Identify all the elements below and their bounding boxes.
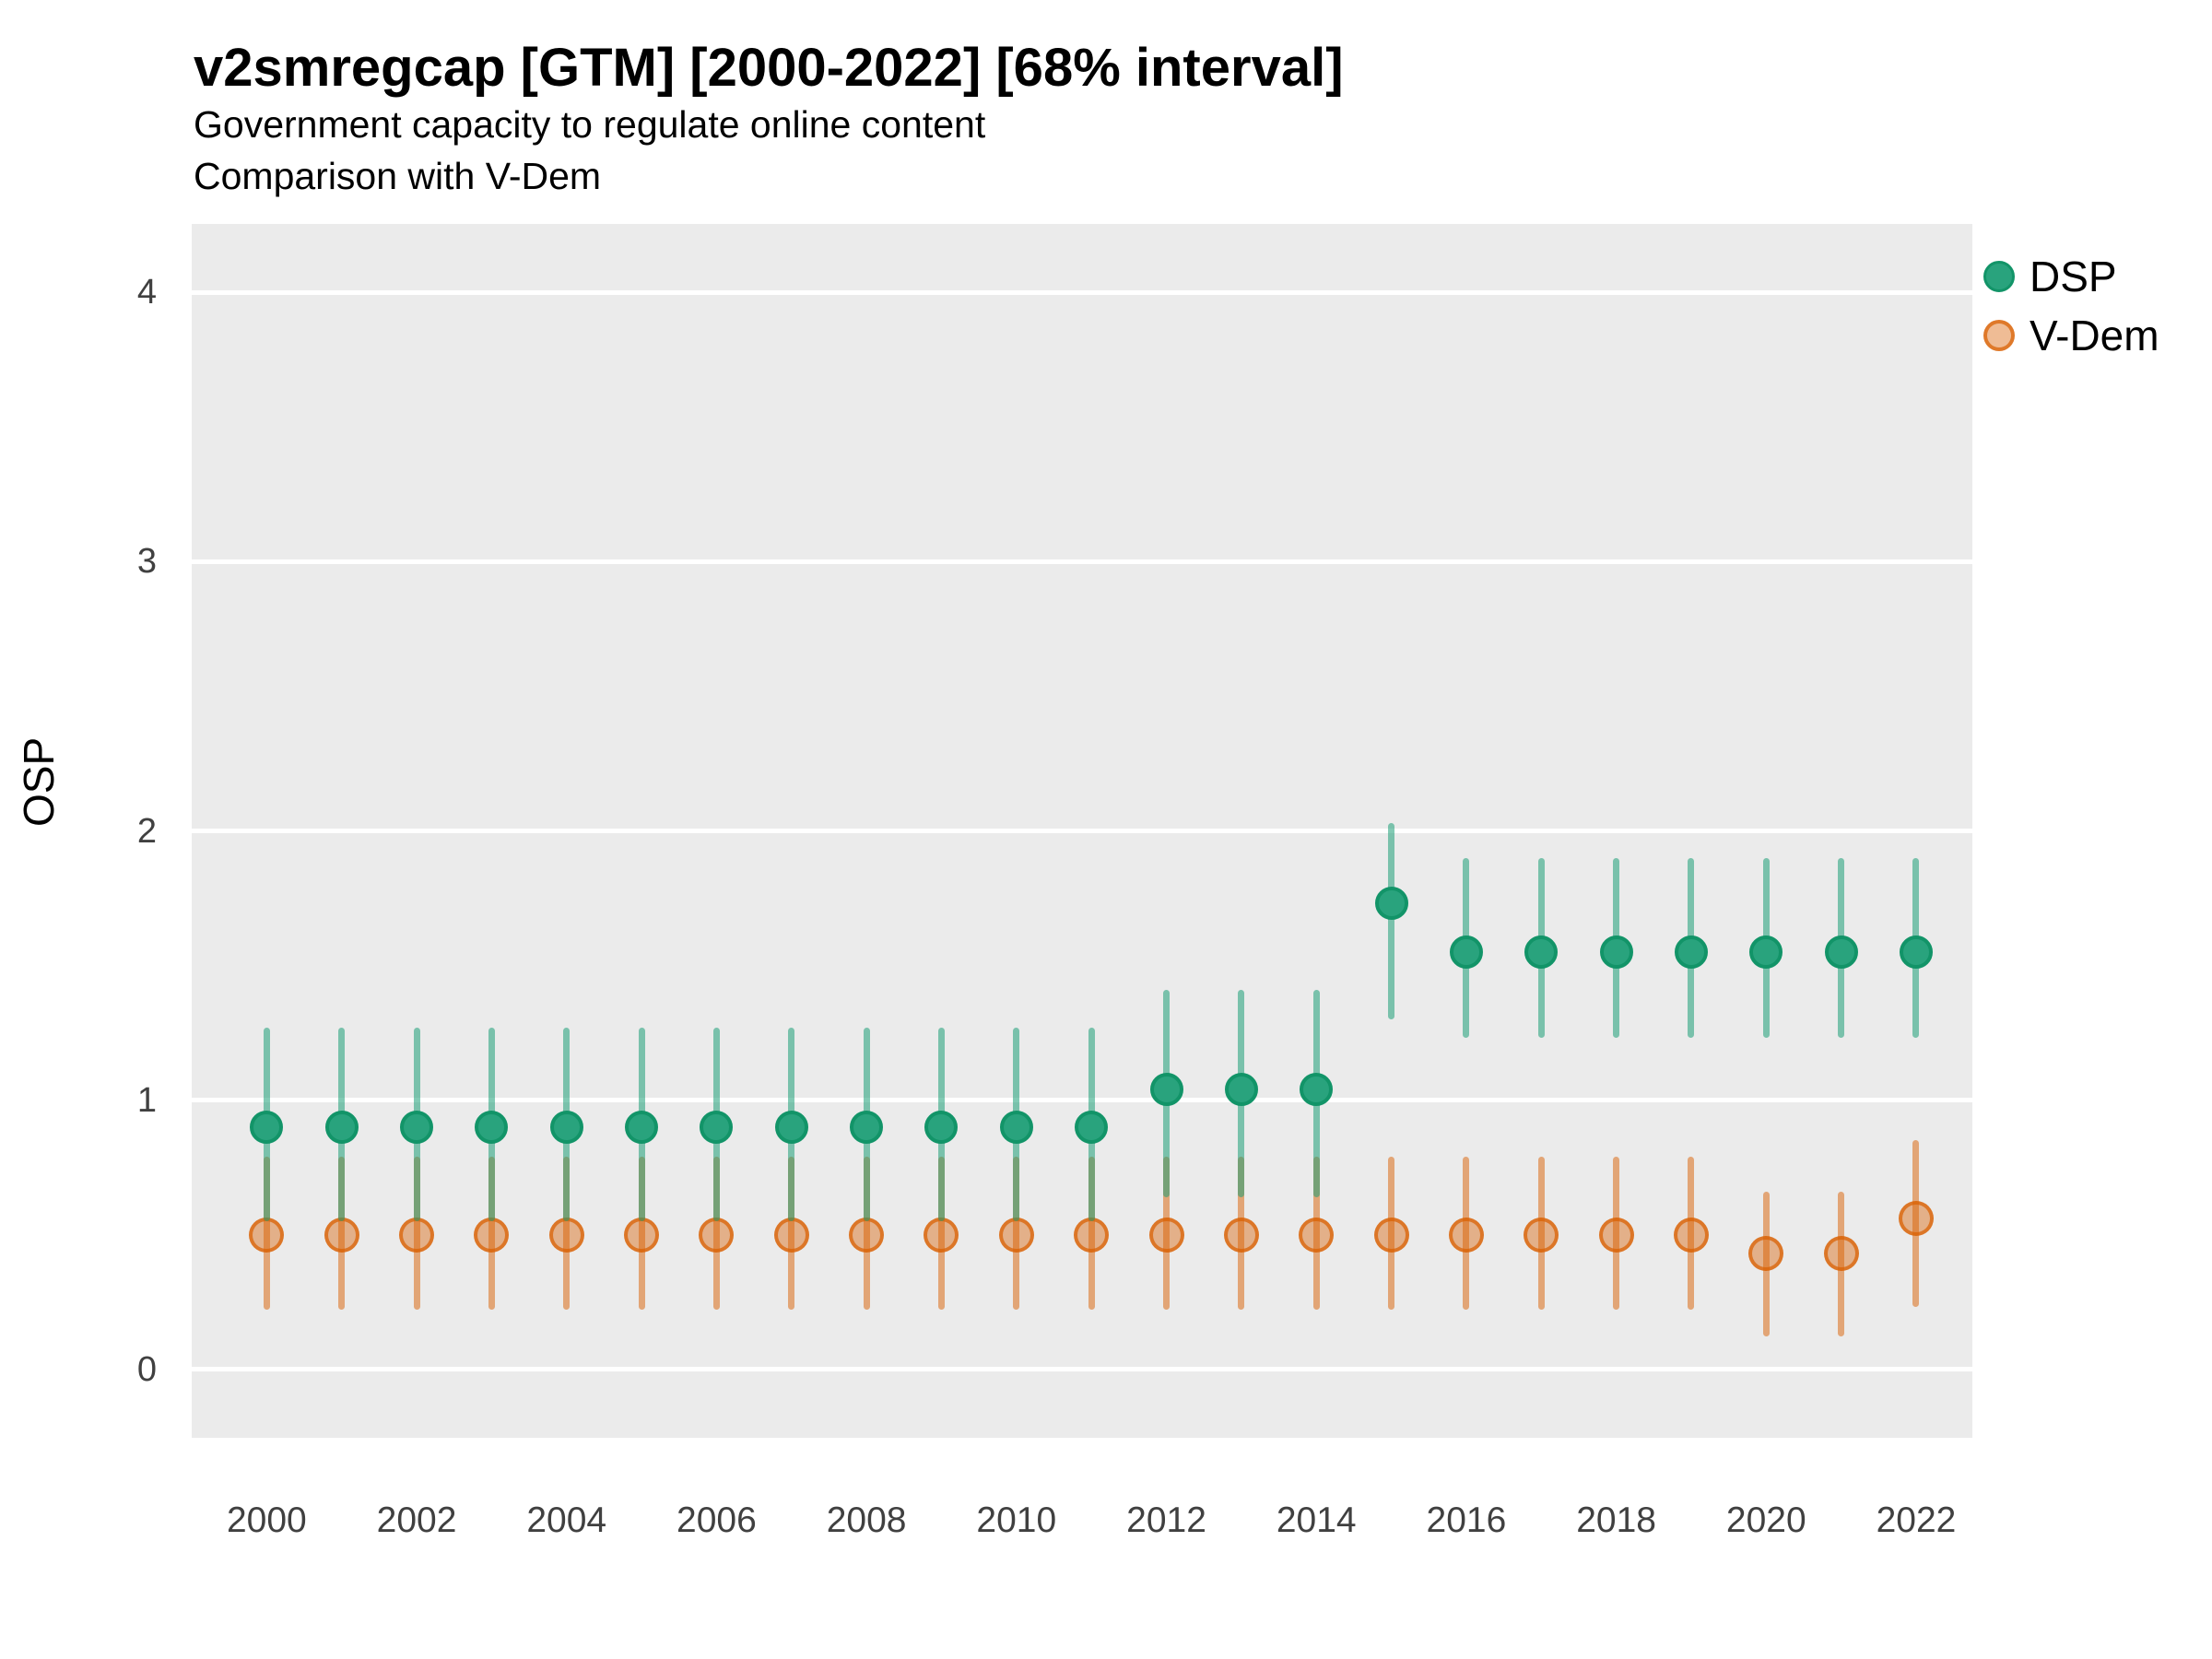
vdem-point-2004	[548, 1217, 584, 1253]
vdem-point-2018	[1598, 1217, 1634, 1253]
x-tick-label-2010: 2010	[976, 1500, 1057, 1540]
dsp-point-2011	[1075, 1110, 1109, 1144]
dsp-point-2008	[850, 1110, 884, 1144]
chart-title: v2smregcap [GTM] [2000-2022] [68% interv…	[194, 38, 1344, 98]
legend-item-vdem: V-Dem	[1983, 306, 2159, 365]
vdem-point-2013	[1223, 1217, 1259, 1253]
dsp-point-2001	[324, 1110, 359, 1144]
vdem-point-2014	[1299, 1217, 1335, 1253]
gridline-y-3	[192, 559, 1972, 564]
vdem-point-2015	[1373, 1217, 1409, 1253]
x-tick-label-2020: 2020	[1725, 1500, 1806, 1540]
vdem-point-2001	[324, 1217, 359, 1253]
dsp-point-2013	[1224, 1072, 1258, 1106]
dsp-point-2005	[625, 1110, 659, 1144]
vdem-point-2005	[624, 1217, 660, 1253]
legend-label-vdem: V-Dem	[2030, 312, 2159, 359]
dsp-point-2009	[924, 1110, 959, 1144]
vdem-point-2019	[1673, 1217, 1709, 1253]
dsp-errorbar-2015	[1388, 822, 1395, 1019]
dsp-point-2019	[1674, 935, 1708, 969]
vdem-point-2000	[249, 1217, 285, 1253]
dsp-point-2022	[1899, 935, 1933, 969]
gridline-y-1	[192, 1098, 1972, 1103]
vdem-point-2008	[849, 1217, 885, 1253]
vdem-point-2003	[474, 1217, 510, 1253]
vdem-point-2006	[699, 1217, 735, 1253]
dsp-point-2004	[549, 1110, 583, 1144]
dsp-point-2015	[1374, 887, 1408, 921]
gridline-y-0	[192, 1367, 1972, 1372]
chart-subtitle-line2: Comparison with V-Dem	[194, 155, 602, 197]
dsp-point-2000	[250, 1110, 284, 1144]
vdem-point-2010	[998, 1217, 1034, 1253]
legend-item-dsp: DSP	[1983, 247, 2159, 306]
x-tick-label-2022: 2022	[1876, 1500, 1957, 1540]
y-tick-label-2: 2	[136, 811, 157, 851]
x-tick-label-2004: 2004	[526, 1500, 607, 1540]
dsp-point-2020	[1749, 935, 1783, 969]
x-tick-label-2008: 2008	[826, 1500, 907, 1540]
dsp-point-2003	[475, 1110, 509, 1144]
gridline-y-2	[192, 829, 1972, 833]
vdem-point-2011	[1074, 1217, 1110, 1253]
legend-label-dsp: DSP	[2030, 253, 2117, 300]
dsp-point-2021	[1824, 935, 1858, 969]
dsp-point-2014	[1300, 1072, 1334, 1106]
x-tick-label-2014: 2014	[1276, 1500, 1357, 1540]
x-tick-label-2006: 2006	[677, 1500, 757, 1540]
dsp-point-2002	[400, 1110, 434, 1144]
gridline-y-4	[192, 289, 1972, 295]
dsp-point-2006	[700, 1110, 734, 1144]
vdem-point-2020	[1748, 1235, 1784, 1271]
vdem-point-2002	[399, 1217, 435, 1253]
legend: DSP V-Dem	[1983, 247, 2159, 365]
dsp-point-2012	[1149, 1072, 1183, 1106]
y-tick-label-4: 4	[136, 273, 157, 312]
dsp-legend-dot-icon	[1983, 261, 2015, 292]
dsp-point-2017	[1524, 935, 1559, 969]
vdem-point-2007	[773, 1217, 809, 1253]
chart-subtitle: Government capacity to regulate online c…	[194, 103, 986, 146]
vdem-point-2017	[1524, 1217, 1559, 1253]
x-tick-label-2018: 2018	[1576, 1500, 1656, 1540]
x-tick-label-2002: 2002	[376, 1500, 457, 1540]
vdem-point-2009	[924, 1217, 959, 1253]
dsp-point-2016	[1449, 935, 1483, 969]
dsp-point-2007	[774, 1110, 808, 1144]
plot-panel	[192, 224, 1972, 1438]
x-tick-label-2012: 2012	[1126, 1500, 1206, 1540]
y-tick-label-3: 3	[136, 542, 157, 582]
y-tick-label-0: 0	[136, 1349, 157, 1389]
vdem-point-2022	[1898, 1201, 1934, 1236]
vdem-point-2021	[1823, 1235, 1859, 1271]
vdem-point-2012	[1148, 1217, 1184, 1253]
dsp-point-2010	[999, 1110, 1033, 1144]
x-tick-label-2016: 2016	[1426, 1500, 1507, 1540]
vdem-point-2016	[1448, 1217, 1484, 1253]
vdem-legend-dot-icon	[1983, 320, 2015, 351]
dsp-point-2018	[1599, 935, 1633, 969]
y-tick-label-1: 1	[136, 1080, 157, 1120]
x-tick-label-2000: 2000	[226, 1500, 307, 1540]
